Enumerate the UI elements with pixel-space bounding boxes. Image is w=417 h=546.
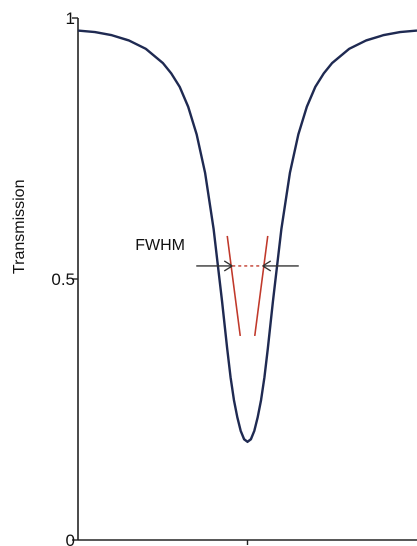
y-tick-label: 0.5 (51, 270, 75, 289)
transmission-curve (77, 29, 417, 444)
fit-line-right (253, 235, 269, 337)
plot-area (77, 29, 417, 444)
fwhm-arrowhead-right (262, 260, 272, 272)
y-tick-label: 0 (66, 531, 75, 546)
tick-labels: 00.51 (51, 9, 75, 546)
axes (72, 17, 417, 545)
y-axis-label: Transmission (11, 180, 28, 275)
fwhm-label: FWHM (135, 237, 185, 254)
annotations: FWHM (135, 235, 299, 337)
y-tick-label: 1 (66, 9, 75, 28)
fit-line-left (226, 235, 242, 337)
fwhm-arrowhead-left (223, 260, 233, 272)
